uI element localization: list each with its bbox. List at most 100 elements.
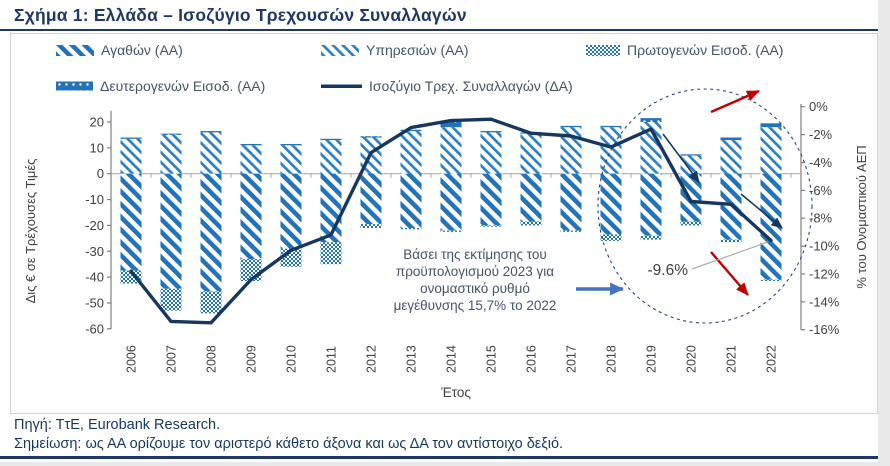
bar-segment-secondary <box>120 137 142 139</box>
bar-segment-primary <box>520 221 542 226</box>
right-axis-tick-label: -16% <box>809 322 840 337</box>
annotation-line: Βάσει της εκτίμησης του <box>403 247 547 262</box>
bar-segment-goods <box>760 173 782 280</box>
title-underline <box>0 29 878 31</box>
x-year-label: 2020 <box>685 345 699 373</box>
bar-segment-services <box>280 145 302 174</box>
left-axis-title: Δις € σε Τρέχουσες Τιμές <box>23 159 38 304</box>
legend-label-balance-line: Ισοζύγιο Τρεχ. Συναλλαγών (ΔΑ) <box>369 78 573 94</box>
callout-connector <box>691 241 769 270</box>
bar-segment-goods <box>160 173 182 289</box>
bar-segment-secondary <box>760 123 782 128</box>
legend-label-services: Υπηρεσιών (ΑΑ) <box>366 42 469 58</box>
bar-segment-secondary <box>200 131 222 133</box>
legend-label-goods: Αγαθών (ΑΑ) <box>101 42 183 58</box>
x-year-label: 2006 <box>125 345 139 373</box>
right-axis-tick-label: -2% <box>809 127 833 142</box>
bar-segment-primary <box>680 221 702 226</box>
bar-segment-primary <box>360 224 382 228</box>
left-axis-tick-label: -60 <box>85 321 104 336</box>
bar-segment-primary <box>600 234 622 241</box>
bar-segment-primary <box>200 291 222 314</box>
navy-down-arrow-icon <box>662 133 700 183</box>
chart-panel: Αγαθών (ΑΑ) Υπηρεσιών (ΑΑ) Πρωτογενών Ει… <box>10 33 878 414</box>
bar-segment-services <box>640 122 662 174</box>
bar-segment-primary <box>760 279 782 281</box>
bar-segment-primary <box>440 230 462 232</box>
page-edge <box>878 0 890 466</box>
bar-segment-secondary <box>640 118 662 122</box>
x-year-label: 2018 <box>605 345 619 373</box>
bar-segment-services <box>760 127 782 174</box>
chart-annotations-group: -9.6% <box>576 88 813 324</box>
legend-swatch-secondary-icon <box>56 81 93 91</box>
bar-segment-secondary <box>560 125 582 128</box>
bar-segment-secondary <box>680 154 702 156</box>
bar-segment-primary <box>320 242 342 265</box>
bar-segment-secondary <box>440 122 462 128</box>
highlight-ellipse <box>597 88 813 324</box>
left-axis-tick-label: -30 <box>85 244 104 259</box>
legend-label-primary: Πρωτογενών Εισοδ. (ΑΑ) <box>627 42 784 58</box>
red-down-arrow-icon <box>710 251 749 296</box>
bar-segment-services <box>480 132 502 174</box>
right-axis-tick-label: -10% <box>809 239 840 254</box>
footer-source: Πηγή: ΤτΕ, Eurobank Research. <box>14 417 221 433</box>
x-year-label: 2010 <box>285 345 299 373</box>
bar-segment-secondary <box>360 136 382 138</box>
page-edge <box>0 462 890 466</box>
annotation-line: προϋπολογισμού 2023 για <box>395 264 555 279</box>
x-year-label: 2011 <box>325 346 339 373</box>
bar-segment-secondary <box>720 137 742 141</box>
right-axis-tick-label: -8% <box>809 211 833 226</box>
right-axis-title: % του Ονομαστικού ΑΕΠ <box>854 145 869 288</box>
navy-down-arrow-icon <box>740 193 783 229</box>
bar-segment-goods <box>240 173 262 260</box>
bar-segment-goods <box>480 173 502 226</box>
page-title: Σχήμα 1: Ελλάδα – Ισοζύγιο Τρεχουσών Συν… <box>14 5 467 25</box>
x-axis-title: Έτος <box>440 385 471 400</box>
legend-item-balance-line: Ισοζύγιο Τρεχ. Συναλλαγών (ΔΑ) <box>321 78 573 94</box>
legend-item-primary: Πρωτογενών Εισοδ. (ΑΑ) <box>586 42 783 58</box>
annotation-line: μεγέθυνσης 15,7% το 2022 <box>393 298 557 313</box>
left-axis-tick-label: -20 <box>85 218 104 233</box>
x-year-label: 2007 <box>165 345 179 373</box>
bar-segment-goods <box>400 173 422 228</box>
x-year-label: 2017 <box>565 345 579 373</box>
bar-segment-goods <box>560 173 582 231</box>
left-axis-tick-label: 20 <box>90 115 104 130</box>
bar-segment-services <box>200 132 222 174</box>
bar-segment-primary <box>480 225 502 227</box>
x-year-label: 2009 <box>245 345 259 373</box>
bar-segment-goods <box>360 173 382 225</box>
bar-segment-goods <box>200 173 222 292</box>
right-axis-tick-label: -12% <box>809 266 840 281</box>
legend-swatch-line-icon <box>321 84 362 88</box>
bar-segment-secondary <box>400 129 422 132</box>
bar-segment-secondary <box>600 125 622 128</box>
x-year-label: 2019 <box>645 345 659 373</box>
legend-swatch-services-icon <box>321 44 359 56</box>
left-axis-tick-label: -50 <box>85 295 104 310</box>
annotation-line: ονομαστικό ρυθμό <box>420 281 530 296</box>
bar-segment-services <box>720 140 742 174</box>
bar-segment-goods <box>600 173 622 235</box>
callout-value-label: -9.6% <box>648 262 689 279</box>
legend-swatch-goods-icon <box>56 44 94 56</box>
left-axis-tick-label: -10 <box>85 192 104 207</box>
bar-segment-secondary <box>240 143 262 146</box>
right-axis-tick-label: 0% <box>809 99 828 114</box>
chart-svg: 20100-10-20-30-40-50-600%-2%-4%-6%-8%-10… <box>23 88 869 400</box>
x-year-label: 2012 <box>365 345 379 373</box>
bar-segment-primary <box>160 288 182 311</box>
bar-segment-goods <box>440 173 462 231</box>
bar-segment-goods <box>720 173 742 240</box>
bar-segment-goods <box>640 173 662 236</box>
red-up-arrow-icon <box>710 89 760 114</box>
bar-segment-services <box>160 134 182 174</box>
bar-segment-secondary <box>280 143 302 146</box>
left-axis-tick-label: 0 <box>97 166 104 181</box>
legend-item-secondary: Δευτερογενών Εισοδ. (ΑΑ) <box>56 78 265 94</box>
bar-segment-secondary <box>320 138 342 141</box>
